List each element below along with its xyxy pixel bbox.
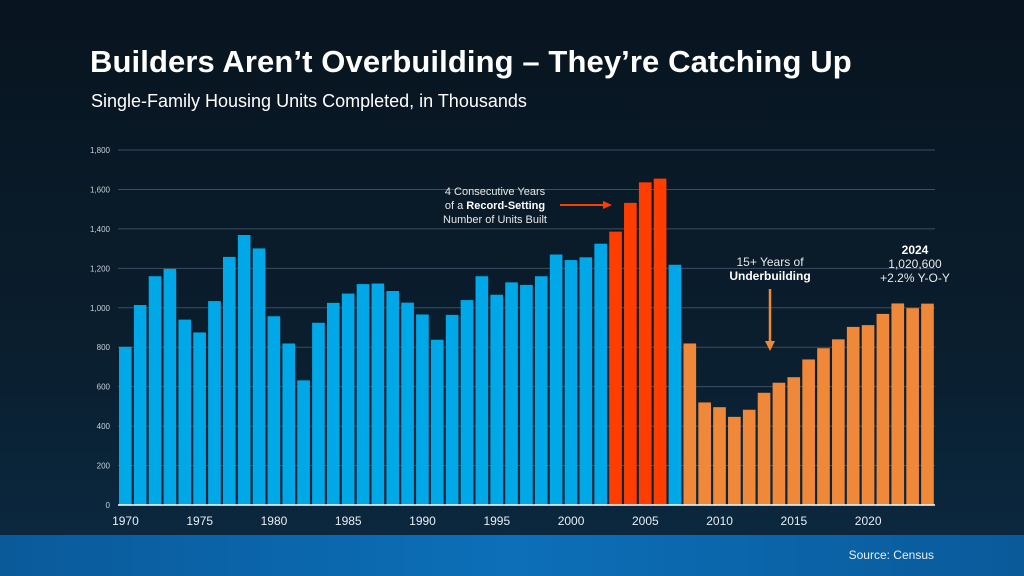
x-tick-label: 2020 (855, 514, 882, 528)
x-tick-label: 2000 (558, 514, 585, 528)
underbuilding-annotation: 15+ Years of Underbuilding (710, 255, 830, 283)
record-annotation: 4 Consecutive Years of a Record-Setting … (420, 185, 570, 227)
y-tick-label: 800 (97, 343, 111, 352)
bar-1973 (163, 268, 177, 505)
bar-1989 (401, 302, 414, 505)
bar-1987 (371, 283, 385, 505)
source-label: Source: Census (848, 548, 934, 562)
bar-1983 (312, 322, 325, 505)
bar-2013 (757, 392, 771, 505)
x-tick-label: 1985 (335, 514, 362, 528)
latest-change: +2.2% Y-O-Y (880, 271, 950, 285)
x-tick-label: 2010 (706, 514, 733, 528)
bar-2006 (653, 178, 667, 505)
bar-1999 (549, 254, 563, 505)
y-tick-label: 1,800 (90, 146, 111, 155)
bar-1993 (460, 300, 474, 505)
record-annotation-line1: 4 Consecutive Years (444, 186, 546, 198)
bar-2017 (817, 348, 830, 505)
underbuilding-annotation-line1: 15+ Years of (736, 255, 804, 269)
y-tick-label: 1,200 (90, 264, 111, 273)
bar-2004 (624, 202, 637, 505)
bar-1988 (386, 291, 400, 505)
bar-2011 (728, 416, 741, 505)
bar-1984 (326, 302, 340, 505)
bar-1982 (297, 380, 310, 505)
bar-2015 (787, 377, 801, 505)
page-subtitle: Single-Family Housing Units Completed, i… (91, 91, 527, 111)
record-arrowhead-icon (603, 201, 612, 209)
bar-1985 (341, 293, 355, 505)
latest-annotation: 2024 1,020,600 +2.2% Y-O-Y (870, 243, 960, 285)
bar-2024 (921, 303, 934, 505)
bar-1970 (119, 346, 132, 505)
x-tick-label: 1975 (186, 514, 213, 528)
y-tick-label: 600 (97, 383, 111, 392)
bar-1994 (475, 276, 489, 505)
bar-1976 (208, 301, 221, 505)
bar-1974 (178, 319, 192, 505)
bar-1975 (193, 332, 206, 505)
record-annotation-line3: Number of Units Built (443, 214, 547, 226)
bar-1995 (490, 294, 504, 505)
bar-2008 (683, 343, 697, 505)
bar-1977 (222, 256, 236, 505)
y-tick-label: 200 (97, 462, 111, 471)
record-annotation-bold: Record-Setting (466, 200, 546, 212)
bar-2021 (876, 313, 890, 505)
bar-1998 (534, 276, 548, 505)
underbuilding-annotation-bold: Underbuilding (729, 269, 811, 283)
x-tick-label: 1980 (261, 514, 288, 528)
bar-2000 (564, 260, 578, 505)
bar-1997 (520, 284, 533, 505)
y-tick-label: 1,600 (90, 185, 111, 194)
bar-1972 (148, 276, 162, 505)
bar-2001 (579, 257, 593, 505)
bar-1991 (430, 339, 444, 505)
bar-1981 (282, 343, 296, 505)
y-tick-label: 400 (97, 422, 111, 431)
latest-year: 2024 (901, 243, 929, 257)
x-tick-label: 2005 (632, 514, 659, 528)
bar-2002 (594, 243, 607, 506)
bar-2014 (772, 382, 786, 505)
bar-2012 (742, 409, 756, 505)
underbuilding-arrowhead-icon (765, 341, 775, 351)
bar-2018 (832, 339, 845, 505)
bar-1979 (252, 248, 266, 506)
bar-1980 (267, 316, 281, 505)
latest-value: 1,020,600 (888, 257, 942, 271)
y-tick-label: 1,000 (90, 304, 111, 313)
x-tick-label: 2015 (781, 514, 808, 528)
bar-1971 (133, 305, 147, 505)
bar-2009 (698, 402, 711, 505)
bar-2019 (846, 326, 860, 505)
bar-2020 (861, 325, 875, 505)
bar-2003 (609, 231, 622, 505)
x-tick-label: 1970 (112, 514, 139, 528)
x-tick-label: 1990 (409, 514, 436, 528)
bar-2010 (713, 407, 726, 505)
bar-1986 (356, 284, 370, 505)
y-tick-label: 1,400 (90, 225, 111, 234)
page-title: Builders Aren’t Overbuilding – They’re C… (90, 44, 852, 79)
record-annotation-line2: of a Record-Setting (420, 199, 570, 213)
y-tick-label: 0 (106, 501, 111, 510)
bar-2007 (668, 264, 682, 505)
x-tick-label: 1995 (483, 514, 510, 528)
bar-2005 (638, 182, 652, 505)
bar-2023 (906, 308, 919, 505)
bar-2022 (891, 303, 905, 505)
bar-1992 (445, 314, 459, 505)
bar-2016 (802, 359, 815, 505)
record-annotation-pre: of a (444, 200, 467, 212)
bar-1996 (505, 282, 518, 505)
bar-1990 (416, 314, 429, 505)
bar-1978 (237, 235, 251, 505)
footer-band: Source: Census (0, 535, 1024, 576)
